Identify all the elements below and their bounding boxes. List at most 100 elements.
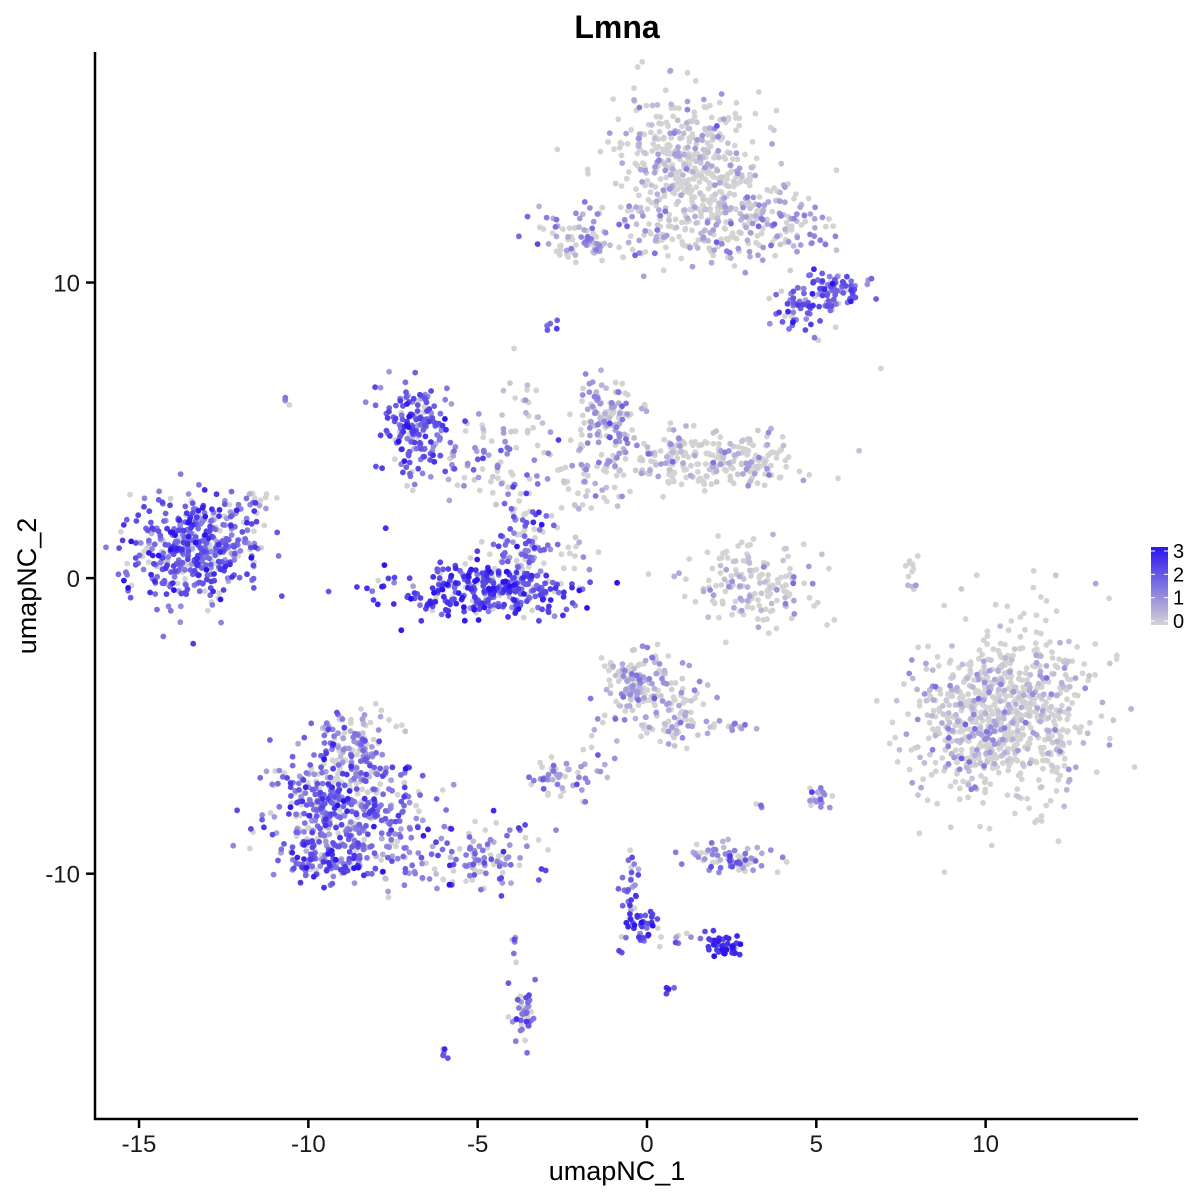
cell-point bbox=[1022, 719, 1029, 726]
cell-point bbox=[579, 211, 586, 218]
cell-point bbox=[711, 154, 717, 161]
cell-point bbox=[739, 174, 745, 180]
cell-point bbox=[687, 709, 694, 716]
cell-point bbox=[688, 462, 694, 469]
cell-point bbox=[754, 844, 761, 851]
cell-point bbox=[750, 536, 757, 542]
cell-point bbox=[734, 156, 741, 163]
cell-point bbox=[712, 191, 719, 198]
cell-point bbox=[987, 749, 993, 756]
cell-point bbox=[271, 814, 278, 820]
cell-point bbox=[438, 427, 445, 434]
cell-point bbox=[599, 257, 605, 264]
cell-point bbox=[972, 761, 979, 768]
cell-point bbox=[659, 675, 665, 682]
cell-point bbox=[488, 438, 495, 444]
cell-point bbox=[730, 178, 737, 185]
cell-point bbox=[622, 708, 629, 714]
cell-point bbox=[1004, 603, 1011, 610]
cell-point bbox=[1049, 655, 1056, 661]
cell-point bbox=[756, 202, 762, 209]
cell-point bbox=[753, 463, 760, 470]
cell-point bbox=[1046, 735, 1053, 742]
cell-point bbox=[1043, 598, 1050, 604]
cell-point bbox=[181, 567, 188, 573]
cell-point bbox=[1005, 627, 1012, 634]
cell-point bbox=[1021, 699, 1028, 706]
cell-point bbox=[121, 577, 127, 584]
cell-point bbox=[686, 662, 693, 669]
cell-point bbox=[496, 863, 503, 870]
cell-point bbox=[502, 438, 508, 445]
cell-point bbox=[1057, 639, 1063, 646]
cell-point bbox=[579, 432, 585, 438]
cell-point bbox=[400, 853, 407, 860]
cell-point bbox=[636, 135, 642, 142]
cell-point bbox=[912, 582, 919, 589]
cell-point bbox=[806, 471, 813, 478]
cell-point bbox=[641, 695, 647, 701]
cell-point bbox=[755, 597, 761, 603]
cell-point bbox=[798, 222, 805, 228]
cell-point bbox=[660, 267, 667, 274]
cell-point bbox=[742, 151, 748, 158]
cell-point bbox=[669, 236, 676, 243]
cell-point bbox=[172, 568, 179, 574]
cell-point bbox=[685, 153, 692, 160]
cell-point bbox=[494, 464, 501, 471]
cell-point bbox=[321, 732, 328, 739]
cell-point bbox=[1026, 740, 1033, 747]
cell-point bbox=[227, 561, 233, 568]
cell-point bbox=[681, 151, 687, 158]
cell-point bbox=[1024, 795, 1030, 802]
cell-point bbox=[564, 251, 570, 258]
cell-point bbox=[534, 442, 541, 449]
cell-point bbox=[700, 146, 707, 153]
cell-point bbox=[365, 831, 371, 838]
cell-point bbox=[513, 959, 520, 966]
cell-point bbox=[680, 700, 687, 706]
cell-point bbox=[376, 738, 383, 745]
cell-point bbox=[544, 327, 551, 333]
cell-point bbox=[762, 579, 768, 585]
cell-point bbox=[925, 643, 931, 650]
cell-point bbox=[1052, 727, 1058, 733]
cell-point bbox=[478, 600, 485, 607]
cell-point bbox=[295, 780, 302, 787]
cell-point bbox=[667, 171, 674, 178]
cell-point bbox=[368, 870, 375, 877]
cell-point bbox=[727, 255, 734, 261]
cell-point bbox=[616, 450, 623, 457]
cell-point bbox=[725, 836, 731, 843]
cell-point bbox=[499, 552, 506, 558]
cell-point bbox=[501, 586, 508, 593]
cell-point bbox=[695, 478, 702, 484]
cell-point bbox=[183, 510, 190, 517]
cell-point bbox=[929, 746, 936, 753]
cell-point bbox=[718, 236, 724, 243]
cell-point bbox=[410, 395, 417, 402]
cell-point bbox=[547, 586, 554, 592]
cell-point bbox=[755, 89, 762, 95]
cell-point bbox=[764, 465, 770, 472]
cell-point bbox=[683, 166, 690, 172]
cell-point bbox=[654, 222, 661, 228]
cell-point bbox=[949, 693, 955, 699]
cell-point bbox=[530, 587, 537, 593]
cell-point bbox=[758, 850, 765, 857]
cell-point bbox=[909, 568, 916, 575]
cell-point bbox=[340, 803, 347, 810]
cell-point bbox=[401, 784, 408, 791]
cell-point bbox=[715, 133, 722, 140]
cell-point bbox=[540, 785, 547, 792]
cell-point bbox=[471, 872, 478, 878]
cell-point bbox=[691, 204, 698, 211]
cell-point bbox=[721, 449, 728, 456]
cell-point bbox=[771, 127, 777, 134]
cell-point bbox=[1027, 735, 1034, 742]
cell-point bbox=[394, 855, 401, 862]
cell-point bbox=[684, 69, 691, 76]
cell-point bbox=[144, 527, 151, 534]
cell-point bbox=[199, 504, 206, 511]
cell-point bbox=[982, 786, 989, 793]
